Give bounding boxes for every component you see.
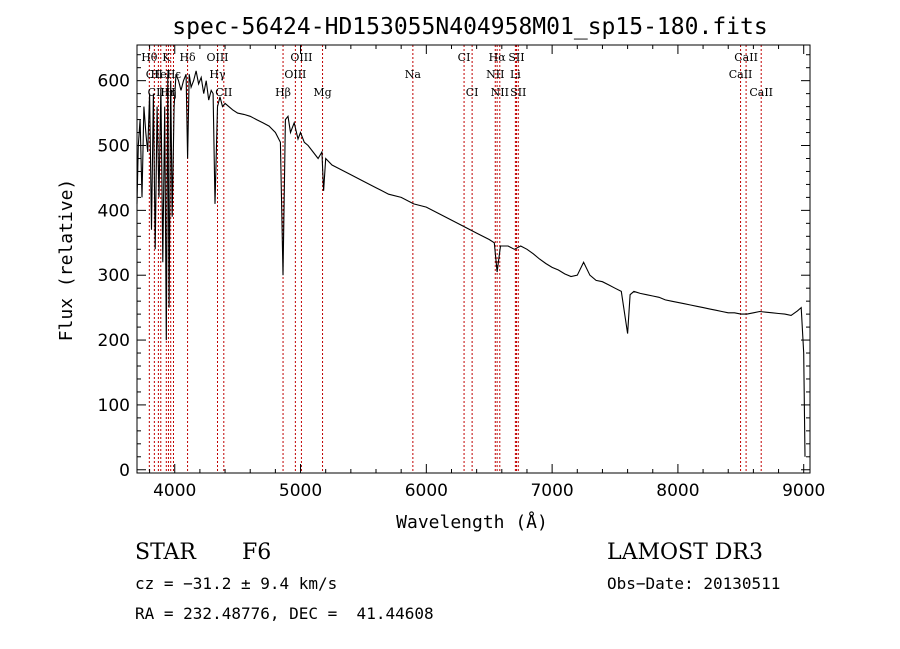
spectral-line-label: CII: [215, 86, 232, 99]
spectral-line-label: Li: [510, 68, 521, 81]
x-tick-label: 9000: [782, 481, 825, 501]
spectral-line-label: CI: [458, 51, 471, 64]
spectral-line-label: OIII: [206, 51, 228, 64]
x-tick-label: 7000: [530, 481, 573, 501]
y-tick-label: 500: [98, 137, 130, 157]
y-axis: 0 100 200 300 400 500 600: [98, 54, 810, 481]
y-tick-label: 100: [98, 396, 130, 416]
y-tick-label: 300: [98, 266, 130, 286]
spectral-line-label: CaII: [729, 68, 753, 81]
spectral-line-label: Hδ: [179, 51, 196, 64]
spectral-line-label: CaII: [734, 51, 758, 64]
object-type: STAR: [135, 540, 196, 565]
spectral-line-label: Hα: [489, 51, 507, 64]
x-tick-label: 5000: [279, 481, 322, 501]
spectral-line-label: OIII: [290, 51, 312, 64]
spectral-line-label: Hθ: [141, 51, 158, 64]
x-tick-label: 6000: [405, 481, 448, 501]
y-tick-label: 200: [98, 331, 130, 351]
spectral-line-label: HeI: [151, 68, 171, 81]
y-tick-label: 0: [119, 461, 130, 481]
chart-title: spec-56424-HD153055N404958M01_sp15-180.f…: [172, 14, 767, 40]
survey-name: LAMOST DR3: [607, 540, 763, 565]
plot-frame: [136, 44, 811, 474]
x-axis: 4000 5000 6000 7000 8000 9000: [149, 45, 825, 501]
spectral-line-markers: [148, 45, 762, 473]
spectral-line-label: Na: [405, 68, 422, 81]
spectral-line-label: Hγ: [209, 68, 226, 81]
spectral-line-label: SII: [508, 51, 524, 64]
spectral-line-label: NII: [491, 86, 509, 99]
coordinates: RA = 232.48776, DEC = 41.44608: [135, 604, 434, 623]
spectrum-series-line: [136, 70, 806, 457]
y-axis-label: Flux (relative): [56, 179, 77, 342]
spectral-line-label: CI: [466, 86, 479, 99]
y-tick-label: 400: [98, 201, 130, 221]
x-tick-label: 8000: [656, 481, 699, 501]
spectral-line-label: K: [162, 51, 171, 64]
spectral-line-label: OIII: [284, 68, 306, 81]
spectral-line-label: NII: [486, 68, 504, 81]
spectral-line-label: Mg: [313, 86, 331, 99]
spectral-line-label: SII: [510, 86, 526, 99]
observation-date: Obs−Date: 20130511: [607, 574, 781, 593]
spectral-line-label: CaII: [749, 86, 773, 99]
spectral-subclass: F6: [242, 540, 272, 565]
y-tick-label: 600: [98, 72, 130, 92]
x-axis-label: Wavelength (Å): [396, 511, 548, 533]
x-tick-label: 4000: [153, 481, 196, 501]
spectral-line-label: Hβ: [275, 86, 291, 99]
redshift-velocity: cz = −31.2 ± 9.4 km/s: [135, 574, 338, 593]
spectral-line-label: CII: [146, 68, 163, 81]
